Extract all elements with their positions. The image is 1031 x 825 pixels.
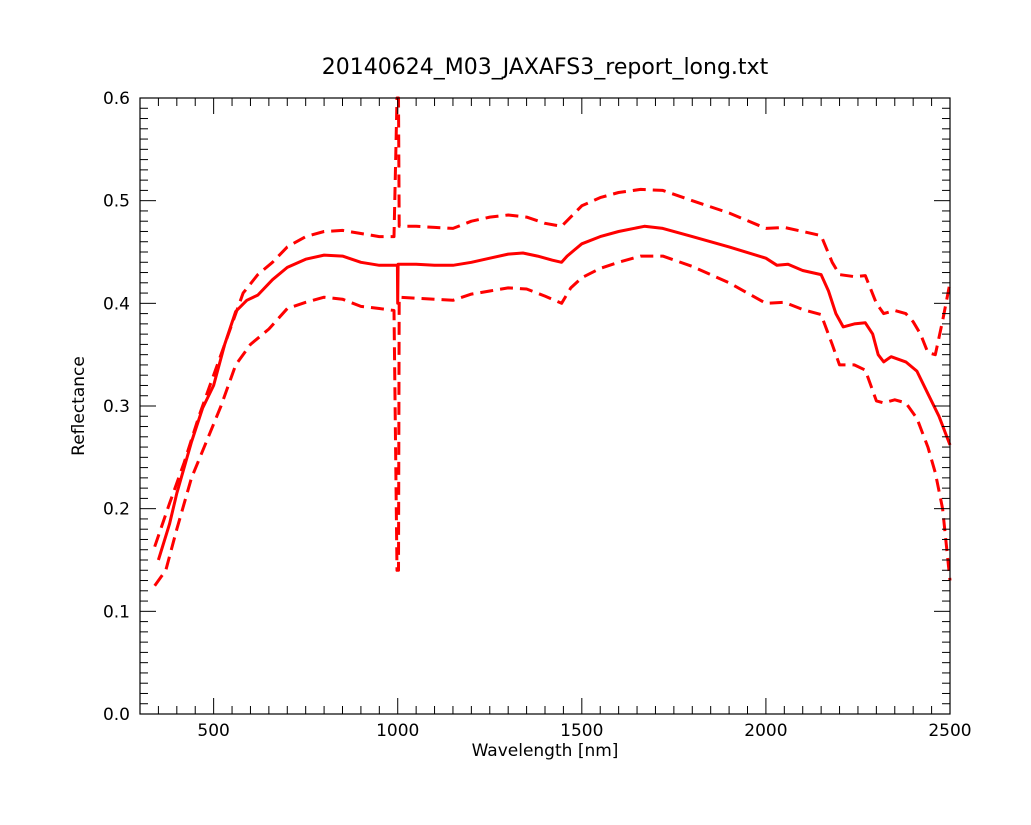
chart-title: 20140624_M03_JAXAFS3_report_long.txt: [322, 55, 769, 80]
y-tick-label: 0.6: [103, 89, 130, 109]
y-axis-label: Reflectance: [69, 356, 89, 456]
y-tick-label: 0.2: [103, 500, 130, 520]
plot-frame: [139, 97, 951, 715]
tick-layer: 500 1000 1500 2000 2500 0.0 0.1 0.2 0.3 0.4 0.5 0.6: [103, 89, 972, 741]
series-line-solid: [156, 224, 952, 561]
y-tick-label: 0.4: [103, 294, 130, 314]
x-tick-label: 1500: [560, 721, 603, 741]
x-tick-label: 2000: [744, 721, 787, 741]
series-line-dashed: [153, 96, 952, 548]
x-axis-label: Wavelength [nm]: [472, 741, 619, 761]
x-tick-label: 1000: [376, 721, 419, 741]
x-tick-label: 2500: [928, 721, 971, 741]
y-tick-label: 0.1: [103, 602, 130, 622]
series-line-dashed: [153, 254, 952, 587]
y-tick-label: 0.5: [103, 192, 130, 212]
y-tick-label: 0.3: [103, 397, 130, 417]
series-layer: [153, 96, 952, 587]
x-tick-label: 500: [197, 721, 229, 741]
y-tick-label: 0.0: [103, 705, 130, 725]
